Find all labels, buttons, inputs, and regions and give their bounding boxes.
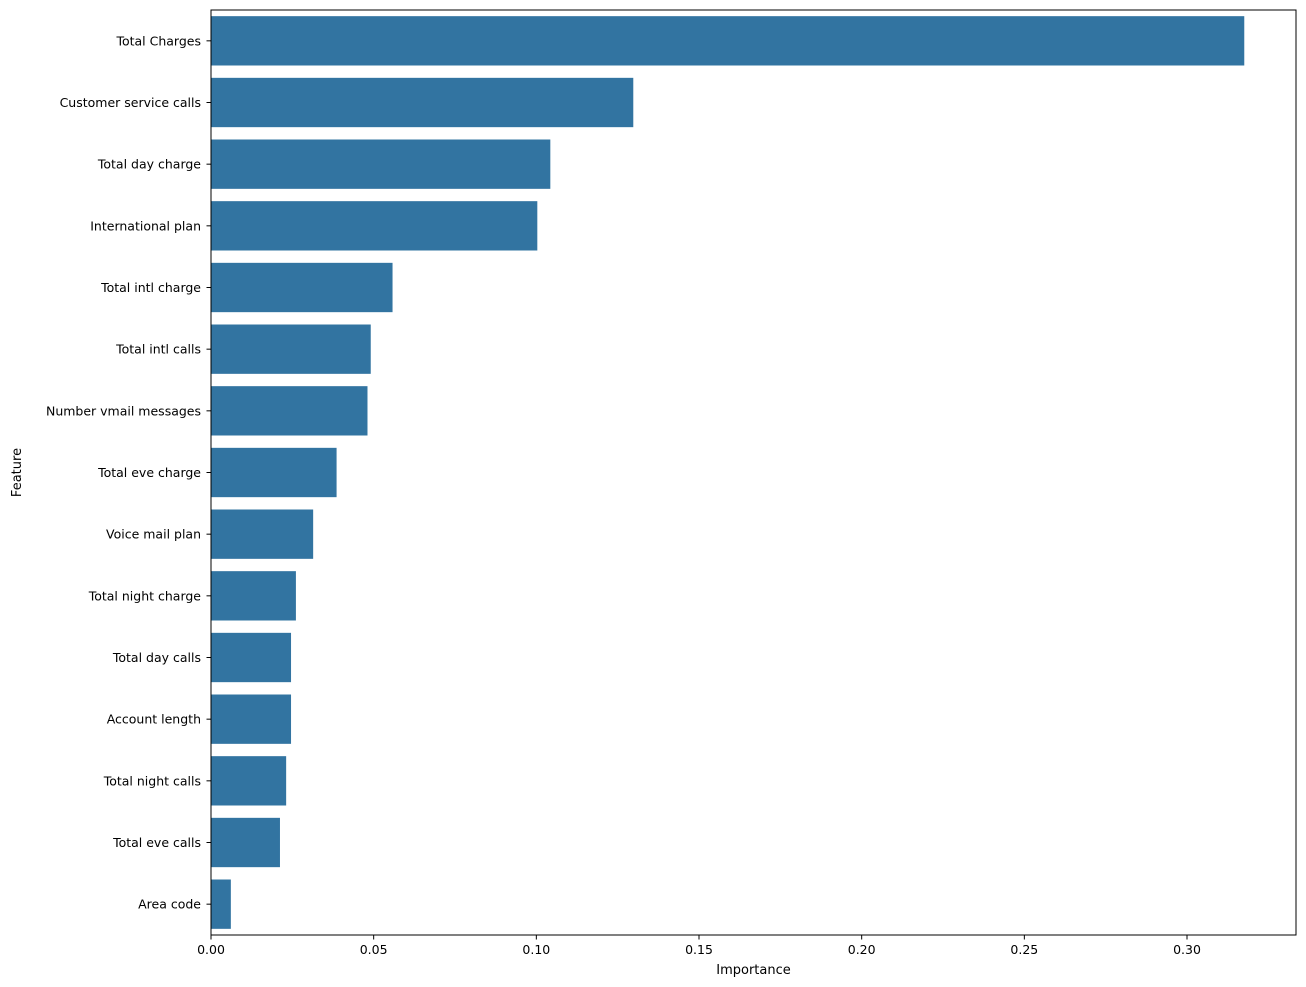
y-tick-label: Area code <box>138 897 201 912</box>
y-tick-label: Total eve charge <box>97 465 201 480</box>
y-axis-ticks: Total Charges Customer service calls Total… <box>46 33 211 912</box>
bar <box>211 756 287 806</box>
x-tick-label: 0.10 <box>522 942 550 957</box>
y-tick-label: International plan <box>90 218 201 233</box>
bar <box>211 386 368 436</box>
y-tick-label: Total night charge <box>88 588 202 603</box>
bar <box>211 447 337 498</box>
x-axis-title: Importance <box>716 963 791 978</box>
bar <box>211 262 393 313</box>
bar <box>211 77 634 128</box>
y-tick-label: Total intl calls <box>115 342 201 357</box>
x-axis-ticks: 0.00 0.05 0.10 0.15 0.20 0.25 0.30 <box>197 935 1201 957</box>
y-tick-label: Total Charges <box>115 33 201 48</box>
y-tick-label: Total day calls <box>112 650 201 665</box>
x-tick-label: 0.00 <box>197 942 225 957</box>
bar <box>211 694 292 744</box>
y-tick-label: Total eve calls <box>112 835 201 850</box>
bar <box>211 201 538 251</box>
bar <box>211 879 231 929</box>
x-tick-label: 0.20 <box>848 942 876 957</box>
plot-frame <box>210 9 1297 936</box>
bar <box>211 571 296 621</box>
y-tick-label: Total day charge <box>97 157 201 172</box>
bar <box>211 509 314 559</box>
bar <box>211 324 371 374</box>
bar <box>211 16 1245 66</box>
y-tick-label: Number vmail messages <box>46 403 201 418</box>
y-tick-label: Customer service calls <box>60 95 201 110</box>
bar <box>211 817 280 868</box>
bars-group <box>211 16 1245 929</box>
x-tick-label: 0.30 <box>1173 942 1201 957</box>
bar <box>211 139 551 189</box>
x-tick-label: 0.05 <box>360 942 388 957</box>
y-tick-label: Voice mail plan <box>106 527 201 542</box>
y-tick-label: Total intl charge <box>100 280 201 295</box>
x-tick-label: 0.15 <box>685 942 713 957</box>
y-tick-label: Account length <box>107 712 201 727</box>
bar <box>211 632 292 683</box>
y-tick-label: Total night calls <box>103 773 201 788</box>
x-tick-label: 0.25 <box>1010 942 1038 957</box>
y-axis-title: Feature <box>10 448 25 497</box>
